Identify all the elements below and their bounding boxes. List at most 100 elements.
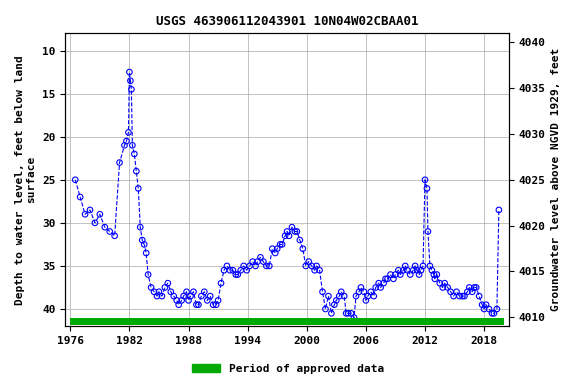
Point <box>425 263 434 269</box>
Point <box>329 301 339 308</box>
Point <box>379 280 388 286</box>
Point <box>142 250 151 256</box>
Point <box>85 207 94 213</box>
Point <box>253 258 262 265</box>
Point <box>332 297 341 303</box>
Point <box>222 263 232 269</box>
Point <box>211 301 221 308</box>
Point <box>312 263 321 269</box>
Point <box>423 228 433 235</box>
Point <box>449 293 458 299</box>
Point <box>135 224 145 230</box>
Point <box>268 246 277 252</box>
Point <box>271 250 280 256</box>
Point <box>149 289 158 295</box>
Point <box>245 263 254 269</box>
Point <box>376 285 385 291</box>
Point <box>115 159 124 166</box>
Point <box>416 267 426 273</box>
Point <box>160 285 169 291</box>
Point <box>203 297 212 303</box>
Point <box>411 263 420 269</box>
Point <box>399 267 408 273</box>
Point <box>472 285 481 291</box>
Point <box>163 280 172 286</box>
Point <box>396 271 405 278</box>
Point <box>335 293 344 299</box>
Point <box>265 263 274 269</box>
Point <box>128 142 137 148</box>
Point <box>272 246 282 252</box>
Point <box>468 289 477 295</box>
Point <box>361 297 370 303</box>
Point <box>429 271 438 278</box>
Point <box>301 263 310 269</box>
Point <box>134 185 143 192</box>
Point <box>295 237 305 243</box>
Point <box>430 276 439 282</box>
Point <box>343 310 353 316</box>
Point <box>81 211 90 217</box>
Point <box>125 69 134 75</box>
Point <box>315 267 324 273</box>
Point <box>177 297 186 303</box>
Point <box>219 267 229 273</box>
Point <box>452 289 461 295</box>
Point <box>336 289 346 295</box>
Point <box>189 289 198 295</box>
Point <box>259 258 268 265</box>
Point <box>197 293 206 299</box>
Point <box>318 289 327 295</box>
Point <box>130 151 139 157</box>
Point <box>122 138 131 144</box>
Point <box>146 285 156 291</box>
Point <box>275 241 285 247</box>
Point <box>494 207 503 213</box>
Point <box>463 289 472 295</box>
Point <box>478 301 487 308</box>
Title: USGS 463906112043901 10N04W02CBAA01: USGS 463906112043901 10N04W02CBAA01 <box>156 15 418 28</box>
Point <box>233 271 242 278</box>
Point <box>366 289 376 295</box>
Point <box>214 297 223 303</box>
Point <box>248 258 257 265</box>
Y-axis label: Groundwater level above NGVD 1929, feet: Groundwater level above NGVD 1929, feet <box>551 48 561 311</box>
Point <box>359 289 369 295</box>
Point <box>371 285 380 291</box>
Point <box>347 310 356 316</box>
Point <box>369 293 378 299</box>
Point <box>192 301 201 308</box>
Point <box>228 267 237 273</box>
Point <box>71 177 80 183</box>
Point <box>174 301 183 308</box>
Point <box>412 267 422 273</box>
Y-axis label: Depth to water level, feet below land
surface: Depth to water level, feet below land su… <box>15 55 37 305</box>
Point <box>465 285 474 291</box>
Point <box>490 310 499 316</box>
Point <box>460 293 469 299</box>
Point <box>126 78 135 84</box>
Point <box>446 289 455 295</box>
Point <box>290 228 300 235</box>
Point <box>242 267 251 273</box>
Point <box>458 293 467 299</box>
Point <box>143 271 153 278</box>
Point <box>427 267 437 273</box>
Point <box>281 233 290 239</box>
Point <box>403 267 412 273</box>
Point <box>186 293 195 299</box>
Point <box>350 314 359 321</box>
Point <box>217 280 226 286</box>
Point <box>172 297 181 303</box>
Point <box>435 280 444 286</box>
Point <box>408 267 418 273</box>
Point <box>374 280 383 286</box>
Point <box>422 185 431 192</box>
Point <box>105 228 114 235</box>
Point <box>391 271 400 278</box>
Point <box>482 301 491 308</box>
Point <box>321 306 330 312</box>
Point <box>310 267 319 273</box>
Point <box>256 254 265 260</box>
Point <box>182 289 191 295</box>
